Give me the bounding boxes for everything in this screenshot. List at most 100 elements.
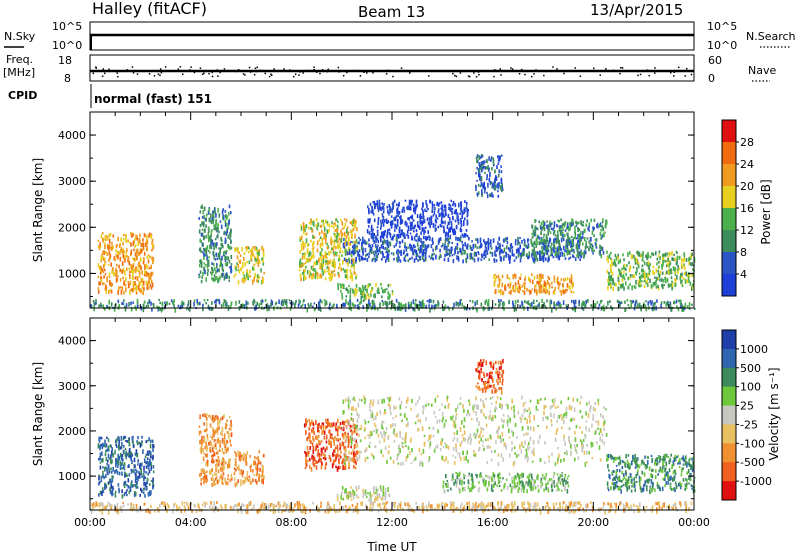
x-tick-label: 00:00 xyxy=(678,516,710,529)
freq-label: Freq. xyxy=(6,53,33,66)
nave-tick-low: 0 xyxy=(708,72,715,85)
colorbar-tick-label: 24 xyxy=(740,158,754,171)
colorbar-tick-label: 25 xyxy=(740,400,754,413)
nsky-label: N.Sky xyxy=(4,30,36,43)
power-panel: 1000 2000 3000 4000 Slant Range [km] xyxy=(31,111,696,313)
x-tick-label: 08:00 xyxy=(275,516,307,529)
power-colorbar-label: Power [dB] xyxy=(759,179,773,244)
freq-tick-low: 8 xyxy=(64,72,71,85)
time-axis: 00:00 04:00 08:00 12:00 16:00 20:00 00:00 xyxy=(74,112,710,529)
freq-strip: Freq. [MHz] 18 8 60 0 Nave xyxy=(3,53,776,85)
colorbar-swatch xyxy=(722,348,736,369)
x-tick-label: 16:00 xyxy=(477,516,509,529)
colorbar-tick-label: 1000 xyxy=(740,343,768,356)
colorbar-swatch xyxy=(722,405,736,425)
nsearch-tick-low: 10^0 xyxy=(707,39,737,52)
colorbar-swatch xyxy=(722,142,736,165)
colorbar-tick-label: -25 xyxy=(740,418,758,431)
colorbar-swatch xyxy=(722,330,736,350)
nsky-strip: N.Sky 10^5 10^0 10^5 10^0 N.Search xyxy=(4,20,796,52)
data-region xyxy=(336,485,391,503)
colorbar-swatch xyxy=(722,120,736,143)
data-region xyxy=(337,282,394,301)
nsky-tick-low: 10^0 xyxy=(52,39,82,52)
colorbar-swatch xyxy=(722,230,736,253)
y-tick-label: 4000 xyxy=(58,335,86,348)
data-region xyxy=(90,501,693,515)
colorbar-tick-label: -100 xyxy=(740,437,765,450)
data-region xyxy=(97,232,155,296)
freq-unit: [MHz] xyxy=(3,66,35,79)
colorbar-tick-label: 4 xyxy=(740,268,747,281)
y-tick-label: 3000 xyxy=(58,380,86,393)
colorbar-swatch xyxy=(722,208,736,231)
colorbar-tick-label: 8 xyxy=(740,246,747,259)
data-region xyxy=(475,358,505,395)
y-tick-label: 1000 xyxy=(58,470,86,483)
cpid-label: CPID xyxy=(8,89,37,102)
nsky-tick-high: 10^5 xyxy=(52,20,82,33)
colorbar-tick-label: 12 xyxy=(740,224,754,237)
colorbar-swatch xyxy=(722,424,736,444)
nave-label: Nave xyxy=(748,64,776,77)
colorbar-swatch xyxy=(722,367,736,388)
colorbar-tick-label: -1000 xyxy=(740,475,772,488)
power-ylabel: Slant Range [km] xyxy=(31,158,45,262)
data-region xyxy=(233,450,265,488)
y-tick-label: 2000 xyxy=(58,425,86,438)
velocity-ylabel: Slant Range [km] xyxy=(31,362,45,466)
data-region xyxy=(233,245,265,285)
x-axis-label: Time UT xyxy=(366,540,417,554)
velocity-colorbar: 1000 500 100 25 -25 -100 -500 -1000 Velocity [m… xyxy=(721,329,781,501)
colorbar-tick-label: 28 xyxy=(740,136,754,149)
freq-tick-high: 18 xyxy=(58,54,72,67)
station-title: Halley (fitACF) xyxy=(92,0,207,18)
colorbar-tick-label: 20 xyxy=(740,180,754,193)
date-title: 13/Apr/2015 xyxy=(590,1,683,19)
colorbar-tick-label: 100 xyxy=(740,381,761,394)
data-region xyxy=(198,204,233,284)
power-colorbar: 4 8 12 16 20 24 28 Power [dB] xyxy=(721,119,773,297)
data-region xyxy=(90,298,696,313)
data-region xyxy=(606,250,696,292)
y-tick-label: 4000 xyxy=(58,129,86,142)
x-tick-label: 00:00 xyxy=(74,516,106,529)
data-region xyxy=(97,435,155,499)
y-tick-label: 2000 xyxy=(58,221,86,234)
data-region xyxy=(606,453,696,495)
data-region xyxy=(366,199,469,241)
velocity-panel: 1000 2000 3000 4000 Slant Range [km] xyxy=(31,317,696,515)
velocity-colorbar-label: Velocity [m s⁻¹] xyxy=(767,367,781,460)
data-region xyxy=(530,218,608,260)
y-tick-label: 3000 xyxy=(58,175,86,188)
data-region xyxy=(493,273,575,296)
data-region xyxy=(298,218,359,282)
colorbar-swatch xyxy=(722,481,736,501)
x-tick-label: 20:00 xyxy=(577,516,609,529)
data-region xyxy=(198,413,233,487)
colorbar-tick-label: 500 xyxy=(740,362,761,375)
data-region xyxy=(341,395,608,468)
colorbar-swatch xyxy=(722,186,736,209)
colorbar-swatch xyxy=(722,164,736,187)
colorbar-swatch xyxy=(722,443,736,463)
data-region xyxy=(442,471,570,494)
colorbar-swatch xyxy=(722,252,736,275)
x-tick-label: 12:00 xyxy=(376,516,408,529)
nsearch-tick-high: 10^5 xyxy=(707,20,737,33)
data-region xyxy=(475,154,504,199)
colorbar-swatch xyxy=(722,274,736,297)
data-region xyxy=(342,236,583,265)
beam-title: Beam 13 xyxy=(358,3,425,21)
y-tick-label: 1000 xyxy=(58,267,86,280)
colorbar-tick-label: 16 xyxy=(740,202,754,215)
colorbar-tick-label: -500 xyxy=(740,456,765,469)
x-tick-label: 04:00 xyxy=(175,516,207,529)
colorbar-swatch xyxy=(722,462,736,482)
nave-tick-high: 60 xyxy=(708,54,722,67)
cpid-mode: normal (fast) 151 xyxy=(94,92,212,106)
nsearch-label: N.Search xyxy=(746,30,796,43)
data-region xyxy=(303,417,359,472)
colorbar-swatch xyxy=(722,386,736,407)
